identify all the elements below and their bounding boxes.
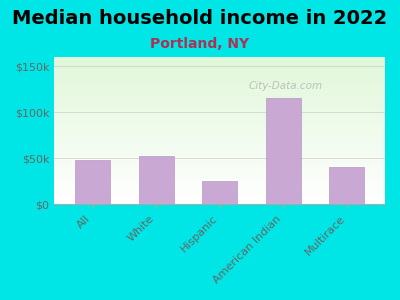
Bar <box>266 98 301 204</box>
Bar <box>75 160 110 204</box>
Text: Portland, NY: Portland, NY <box>150 38 250 52</box>
Bar <box>139 156 174 204</box>
Text: Median household income in 2022: Median household income in 2022 <box>12 9 388 28</box>
Text: City-Data.com: City-Data.com <box>249 82 323 92</box>
Bar <box>329 167 364 204</box>
Bar <box>202 181 237 204</box>
